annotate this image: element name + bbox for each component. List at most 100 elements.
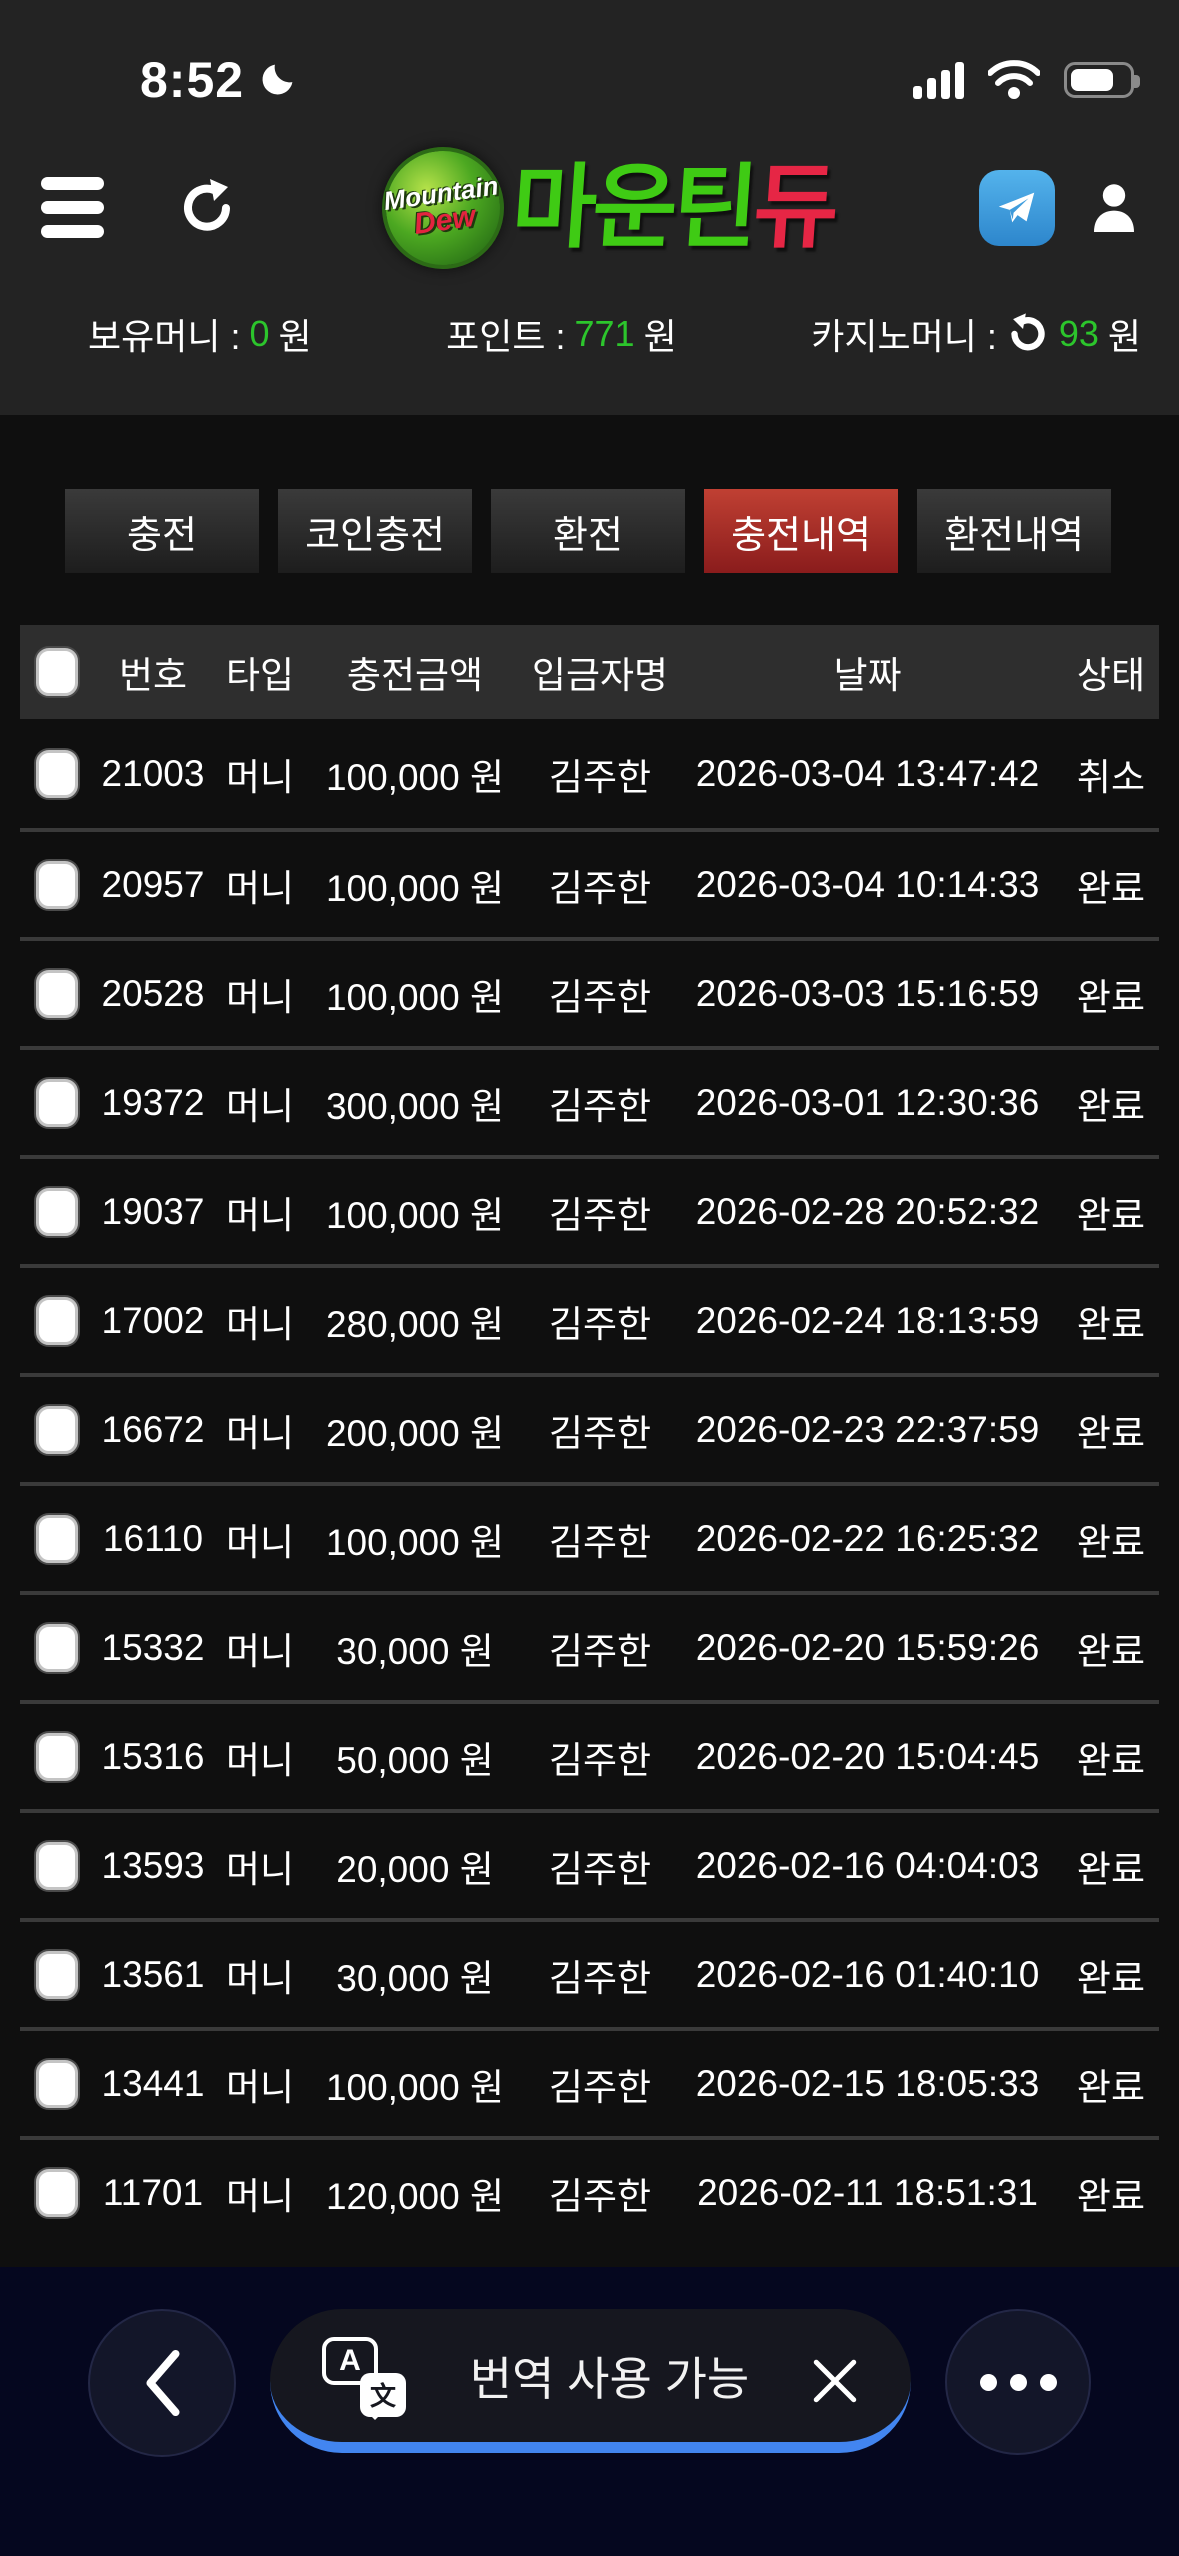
cell-amount: 100,000 원 (325, 976, 505, 1018)
cell-no: 16110 (102, 1517, 204, 1559)
cell-status: 완료 (1076, 1194, 1145, 1236)
cell-date: 2026-02-22 16:25:32 (695, 1517, 1040, 1559)
back-button[interactable] (88, 2309, 236, 2457)
points-value: 771 (574, 313, 635, 354)
row-checkbox[interactable] (36, 860, 78, 909)
select-all-checkbox[interactable] (36, 648, 78, 696)
cell-date: 2026-02-23 22:37:59 (695, 1408, 1040, 1450)
translate-label: 번역 사용 가능 (469, 2352, 750, 2405)
cell-amount: 120,000 원 (325, 2175, 505, 2217)
cell-amount: 30,000 원 (336, 1957, 494, 1999)
close-icon[interactable] (811, 2352, 859, 2403)
cell-date: 2026-02-15 18:05:33 (695, 2062, 1040, 2104)
cell-type: 머니 (225, 1848, 295, 1890)
row-checkbox[interactable] (36, 1405, 78, 1454)
tab-4[interactable]: 환전내역 (917, 489, 1111, 573)
cell-status: 완료 (1076, 1630, 1145, 1672)
table-row: 19037 머니 100,000 원 김주한 2026-02-28 20:52:32 완료 (20, 1155, 1159, 1264)
cell-depositor: 김주한 (548, 1521, 652, 1563)
moon-icon (262, 64, 293, 95)
row-checkbox[interactable] (36, 1732, 78, 1781)
casino-money: 카지노머니 : 93 원 (811, 312, 1141, 357)
battery-icon (1064, 62, 1140, 98)
cell-no: 16672 (101, 1408, 205, 1450)
row-checkbox[interactable] (36, 969, 78, 1018)
cell-amount: 100,000 원 (325, 1521, 505, 1563)
row-checkbox[interactable] (36, 1187, 78, 1236)
casino-refresh-icon[interactable] (1006, 312, 1050, 356)
cell-type: 머니 (225, 756, 295, 798)
app-header: Mountain Dew 마운틴듀 (0, 130, 1179, 285)
table-row: 16672 머니 200,000 원 김주한 2026-02-23 22:37:59 완료 (20, 1373, 1159, 1482)
row-checkbox[interactable] (36, 749, 78, 798)
cell-no: 19372 (101, 1081, 205, 1123)
cell-date: 2026-02-16 01:40:10 (695, 1953, 1040, 1995)
cell-status: 완료 (1076, 2066, 1145, 2108)
table-body: 21003 머니 100,000 원 김주한 2026-03-04 13:47:42 취소… (20, 719, 1159, 2245)
table-row: 13561 머니 30,000 원 김주한 2026-02-16 01:40:10 완료 (20, 1918, 1159, 2027)
row-checkbox[interactable] (36, 2168, 78, 2217)
table-row: 11701 머니 120,000 원 김주한 2026-02-11 18:51:31 완료 (20, 2136, 1159, 2245)
cell-type: 머니 (225, 976, 295, 1018)
tab-2[interactable]: 환전 (491, 489, 685, 573)
ellipsis-icon (979, 2373, 1057, 2391)
row-checkbox[interactable] (36, 1296, 78, 1345)
row-checkbox[interactable] (36, 1623, 78, 1672)
tab-1[interactable]: 코인충전 (278, 489, 472, 573)
cell-type: 머니 (225, 2175, 295, 2217)
cell-amount: 100,000 원 (325, 867, 505, 909)
table-row: 13593 머니 20,000 원 김주한 2026-02-16 04:04:03 완료 (20, 1809, 1159, 1918)
cell-status: 완료 (1076, 1085, 1145, 1127)
main-content: 충전 코인충전 환전 충전내역 환전내역 번호 타입 충전금액 입금자명 날짜 상태 21003 머… (0, 415, 1179, 2245)
table-row: 15316 머니 50,000 원 김주한 2026-02-20 15:04:45 완료 (20, 1700, 1159, 1809)
cell-type: 머니 (225, 2066, 295, 2108)
cell-status: 완료 (1076, 1303, 1145, 1345)
cell-no: 13561 (101, 1953, 205, 1995)
telegram-button[interactable] (979, 169, 1055, 246)
cell-status: 완료 (1076, 1412, 1145, 1454)
profile-button[interactable] (1077, 171, 1151, 245)
cell-amount: 280,000 원 (325, 1303, 505, 1345)
cell-no: 21003 (101, 752, 205, 794)
cell-no: 20957 (101, 863, 205, 905)
site-logo[interactable]: Mountain Dew 마운틴듀 (238, 138, 979, 277)
cell-depositor: 김주한 (548, 756, 652, 798)
wifi-icon (988, 60, 1040, 99)
cell-amount: 30,000 원 (336, 1630, 494, 1672)
cell-type: 머니 (225, 1303, 295, 1345)
cell-date: 2026-02-11 18:51:31 (697, 2171, 1038, 2213)
more-button[interactable] (945, 2309, 1091, 2455)
cell-amount: 300,000 원 (325, 1085, 505, 1127)
cell-amount: 100,000 원 (325, 2066, 505, 2108)
cell-type: 머니 (225, 1739, 295, 1781)
cell-status: 완료 (1076, 976, 1145, 1018)
cell-date: 2026-03-01 12:30:36 (695, 1081, 1040, 1123)
browser-bottom-bar: A 文 번역 사용 가능 (0, 2267, 1179, 2556)
row-checkbox[interactable] (36, 1841, 78, 1890)
row-checkbox[interactable] (36, 1950, 78, 1999)
table-row: 20957 머니 100,000 원 김주한 2026-03-04 10:14:33 완료 (20, 828, 1159, 937)
cell-type: 머니 (225, 1085, 295, 1127)
refresh-button[interactable] (176, 177, 238, 239)
cell-date: 2026-03-03 15:16:59 (695, 972, 1040, 1014)
table-row: 21003 머니 100,000 원 김주한 2026-03-04 13:47:42 취소 (20, 719, 1159, 828)
tab-0[interactable]: 충전 (65, 489, 259, 573)
cell-depositor: 김주한 (548, 1085, 652, 1127)
top-section: 8:52 Mountain Dew 마운틴듀 (0, 0, 1179, 415)
casino-money-value: 93 (1058, 313, 1099, 354)
header-cell-5: 상태 (1076, 655, 1145, 696)
row-checkbox[interactable] (36, 1514, 78, 1563)
header-cell-4: 날짜 (833, 655, 902, 696)
row-checkbox[interactable] (36, 2059, 78, 2108)
cell-no: 17002 (101, 1299, 205, 1341)
tab-3[interactable]: 충전내역 (704, 489, 898, 573)
menu-button[interactable] (41, 177, 104, 238)
row-checkbox[interactable] (36, 1078, 78, 1127)
cell-status: 완료 (1076, 1739, 1145, 1781)
tabs: 충전 코인충전 환전 충전내역 환전내역 (0, 415, 1179, 573)
translate-icon: A 文 (322, 2333, 408, 2420)
translate-banner[interactable]: A 文 번역 사용 가능 (270, 2309, 911, 2453)
header-cell-3: 입금자명 (531, 655, 669, 696)
cell-depositor: 김주한 (548, 1194, 652, 1236)
header-cell-2: 충전금액 (346, 655, 484, 696)
